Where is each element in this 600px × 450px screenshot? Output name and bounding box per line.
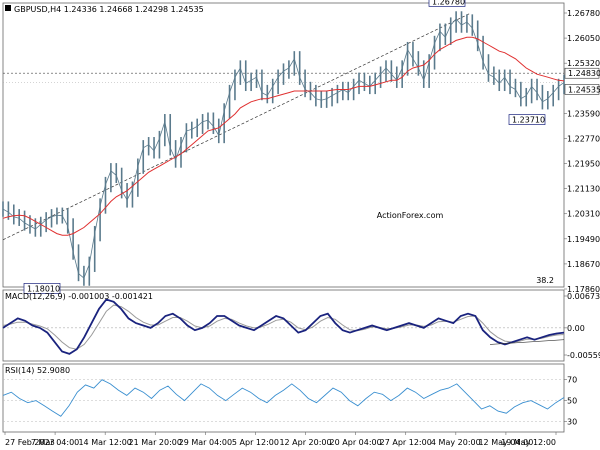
annotation-label: 1.26780 bbox=[432, 0, 465, 6]
current-price-label: 1.24535 bbox=[568, 85, 600, 94]
price-y-tick-label: 1.17860 bbox=[567, 285, 600, 294]
x-tick-label: 12 May 04:00 bbox=[478, 438, 533, 447]
price-y-tick-label: 1.18670 bbox=[567, 260, 600, 269]
macd-title: MACD(12,26,9) -0.001003 -0.001421 bbox=[5, 292, 153, 301]
x-tick-label: 21 Mar 20:00 bbox=[129, 438, 182, 447]
x-tick-label: 27 Apr 12:00 bbox=[380, 438, 432, 447]
price-y-tick-label: 1.22770 bbox=[567, 134, 600, 143]
price-line bbox=[2, 18, 565, 279]
macd-y-tick-label: 0.006731 bbox=[567, 292, 600, 301]
price-title: GBPUSD,H4 1.24336 1.24668 1.24298 1.2453… bbox=[14, 5, 204, 14]
rsi-line bbox=[2, 379, 565, 417]
x-tick-label: 12 Apr 20:00 bbox=[279, 438, 331, 447]
annotation-box bbox=[23, 283, 61, 294]
macd-y-tick-label: 0.00 bbox=[567, 324, 585, 333]
x-tick-label: 27 Feb 2023 bbox=[5, 438, 55, 447]
price-y-tick-label: 1.19490 bbox=[567, 235, 600, 244]
annotation-box bbox=[508, 114, 546, 125]
x-tick-label: 5 Apr 12:00 bbox=[232, 438, 279, 447]
x-tick-label: 20 Apr 04:00 bbox=[330, 438, 382, 447]
annotation-box bbox=[428, 0, 466, 7]
annotation-label: 1.18010 bbox=[27, 284, 60, 293]
pane-frame-1 bbox=[2, 2, 565, 288]
level-label: 1.24830 bbox=[568, 69, 600, 78]
annotation-label: 1.23710 bbox=[512, 116, 545, 125]
watermark: ActionForex.com bbox=[377, 211, 444, 220]
moving-average-line bbox=[2, 36, 565, 236]
x-tick-label: 14 Mar 12:00 bbox=[78, 438, 131, 447]
macd-signal-line bbox=[2, 304, 565, 350]
macd-line bbox=[2, 298, 565, 355]
x-tick-label: 4 May 20:00 bbox=[431, 438, 481, 447]
x-tick-label: 19 May 12:00 bbox=[501, 438, 556, 447]
trend-line bbox=[2, 13, 471, 241]
level-label-box bbox=[564, 67, 600, 79]
x-tick-label: 29 Mar 04:00 bbox=[179, 438, 232, 447]
price-bars bbox=[2, 11, 565, 286]
rsi-title: RSI(14) 52.9080 bbox=[5, 366, 70, 375]
price-y-tick-label: 1.20310 bbox=[567, 210, 600, 219]
rsi-y-tick-label: 30 bbox=[567, 418, 577, 427]
macd-trend-line bbox=[489, 339, 565, 345]
rsi-y-tick-label: 70 bbox=[567, 376, 577, 385]
price-y-tick-label: 1.21130 bbox=[567, 185, 600, 194]
price-y-tick-label: 1.21950 bbox=[567, 160, 600, 169]
price-y-tick-label: 1.23590 bbox=[567, 109, 600, 118]
title-marker-icon bbox=[5, 5, 11, 11]
price-y-tick-label: 1.25320 bbox=[567, 59, 600, 68]
price-y-tick-label: 1.26050 bbox=[567, 34, 600, 43]
fib-label: 38.2 bbox=[536, 276, 554, 285]
price-y-tick-label: 1.26780 bbox=[567, 9, 600, 18]
pane-frame-3 bbox=[2, 363, 565, 433]
macd-y-tick-label: -0.005595 bbox=[567, 351, 600, 360]
x-tick-label: 7 Mar 04:00 bbox=[31, 438, 79, 447]
rsi-y-tick-label: 50 bbox=[567, 397, 577, 406]
current-price-label-box bbox=[564, 84, 600, 95]
